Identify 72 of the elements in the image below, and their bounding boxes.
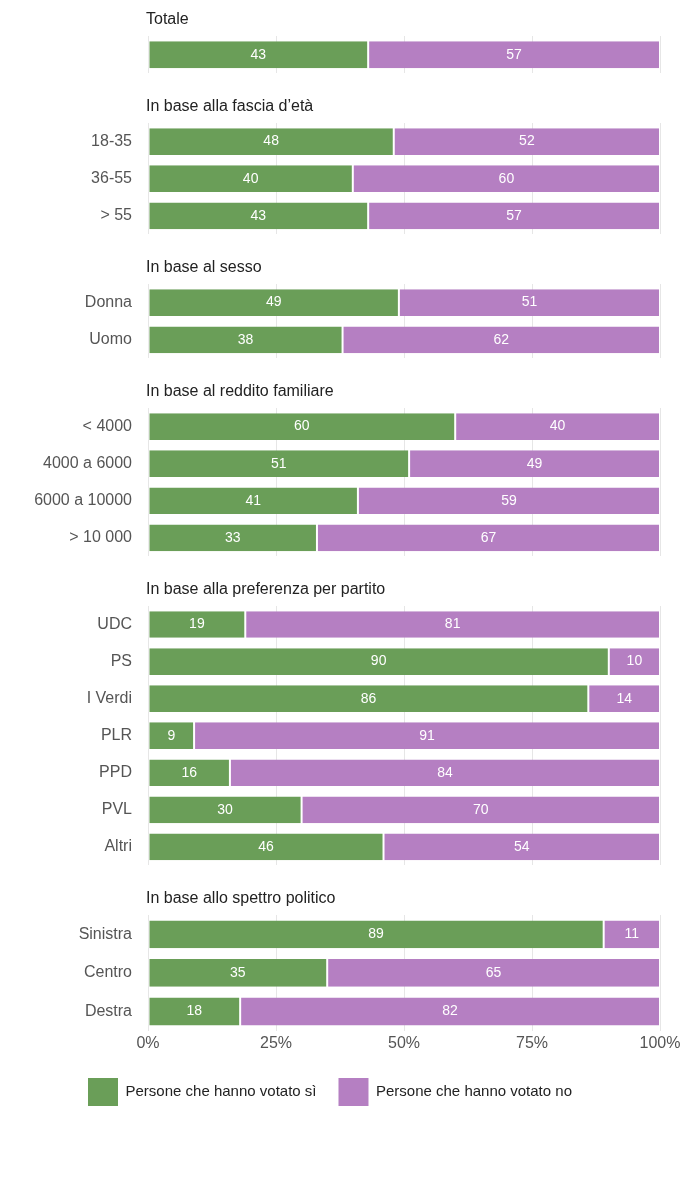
data-label: 65 xyxy=(485,963,502,980)
data-label: 11 xyxy=(624,925,640,942)
data-label: 41 xyxy=(245,491,262,508)
data-label: 35 xyxy=(230,963,246,980)
data-label: 33 xyxy=(224,528,241,545)
x-tick-label: 50% xyxy=(387,1033,421,1051)
chart-title: In base alla preferenza per partito xyxy=(146,580,386,597)
y-tick-label: PVL xyxy=(101,800,133,818)
data-label: 52 xyxy=(519,132,535,149)
data-label: 51 xyxy=(271,454,287,471)
data-label: 38 xyxy=(237,330,254,347)
y-tick-label: 36-55 xyxy=(91,169,133,187)
legend-label: Persone che hanno votato sì xyxy=(125,1082,317,1100)
data-label: 90 xyxy=(370,652,387,669)
y-tick-label: I Verdi xyxy=(86,689,132,707)
data-label: 57 xyxy=(506,45,523,62)
y-tick-label: UDC xyxy=(97,614,132,632)
y-tick-label: PLR xyxy=(100,726,132,744)
x-tick-label: 0% xyxy=(136,1033,160,1051)
y-tick-label: Altri xyxy=(104,837,132,855)
data-label: 59 xyxy=(501,491,517,508)
y-tick-label: 6000 a 10000 xyxy=(34,491,133,509)
x-tick-label: 75% xyxy=(515,1033,549,1051)
data-label: 49 xyxy=(265,293,282,310)
y-tick-label: Destra xyxy=(84,1001,133,1019)
data-label: 51 xyxy=(521,293,538,310)
data-label: 48 xyxy=(263,132,280,149)
data-label: 30 xyxy=(217,800,234,817)
x-tick-label: 100% xyxy=(639,1033,681,1051)
y-tick-label: < 4000 xyxy=(82,416,133,434)
data-label: 40 xyxy=(549,417,566,434)
data-label: 9 xyxy=(167,726,176,743)
data-label: 10 xyxy=(626,652,643,669)
data-label: 16 xyxy=(181,763,198,780)
y-tick-label: 18-35 xyxy=(91,131,133,149)
y-tick-label: 4000 a 6000 xyxy=(43,454,133,472)
data-label: 40 xyxy=(242,169,259,186)
data-label: 70 xyxy=(473,800,489,817)
x-tick-label: 25% xyxy=(259,1033,293,1051)
data-label: 46 xyxy=(258,837,275,854)
data-label: 82 xyxy=(442,1002,459,1019)
data-label: 18 xyxy=(186,1002,203,1019)
data-label: 60 xyxy=(294,417,310,434)
y-tick-label: Sinistra xyxy=(78,924,133,942)
data-label: 43 xyxy=(250,206,267,223)
data-label: 91 xyxy=(419,726,436,743)
data-label: 62 xyxy=(493,330,510,347)
data-label: 81 xyxy=(444,615,461,632)
chart-title: In base al reddito familiare xyxy=(146,382,334,399)
chart-title: Totale xyxy=(146,10,189,27)
data-label: 60 xyxy=(498,169,515,186)
data-label: 84 xyxy=(437,763,453,780)
y-tick-label: Centro xyxy=(83,963,133,981)
y-tick-label: > 55 xyxy=(100,206,133,224)
data-label: 19 xyxy=(189,615,205,632)
y-tick-label: Uomo xyxy=(89,330,133,348)
data-label: 43 xyxy=(250,45,267,62)
y-tick-label: PPD xyxy=(99,763,132,781)
data-label: 57 xyxy=(506,206,523,223)
data-label: 54 xyxy=(513,837,530,854)
data-label: 89 xyxy=(368,925,385,942)
data-label: 14 xyxy=(616,689,633,706)
data-label: 86 xyxy=(360,689,377,706)
chart-title: In base al sesso xyxy=(146,258,262,275)
y-tick-label: > 10 000 xyxy=(69,528,133,546)
legend-label: Persone che hanno votato no xyxy=(375,1082,572,1100)
y-tick-label: PS xyxy=(110,651,132,669)
y-tick-label: Donna xyxy=(84,293,133,311)
data-label: 49 xyxy=(526,454,543,471)
chart-title: In base alla fascia d’età xyxy=(146,97,314,114)
data-label: 67 xyxy=(480,528,497,545)
chart-title: In base allo spettro politico xyxy=(146,889,336,906)
